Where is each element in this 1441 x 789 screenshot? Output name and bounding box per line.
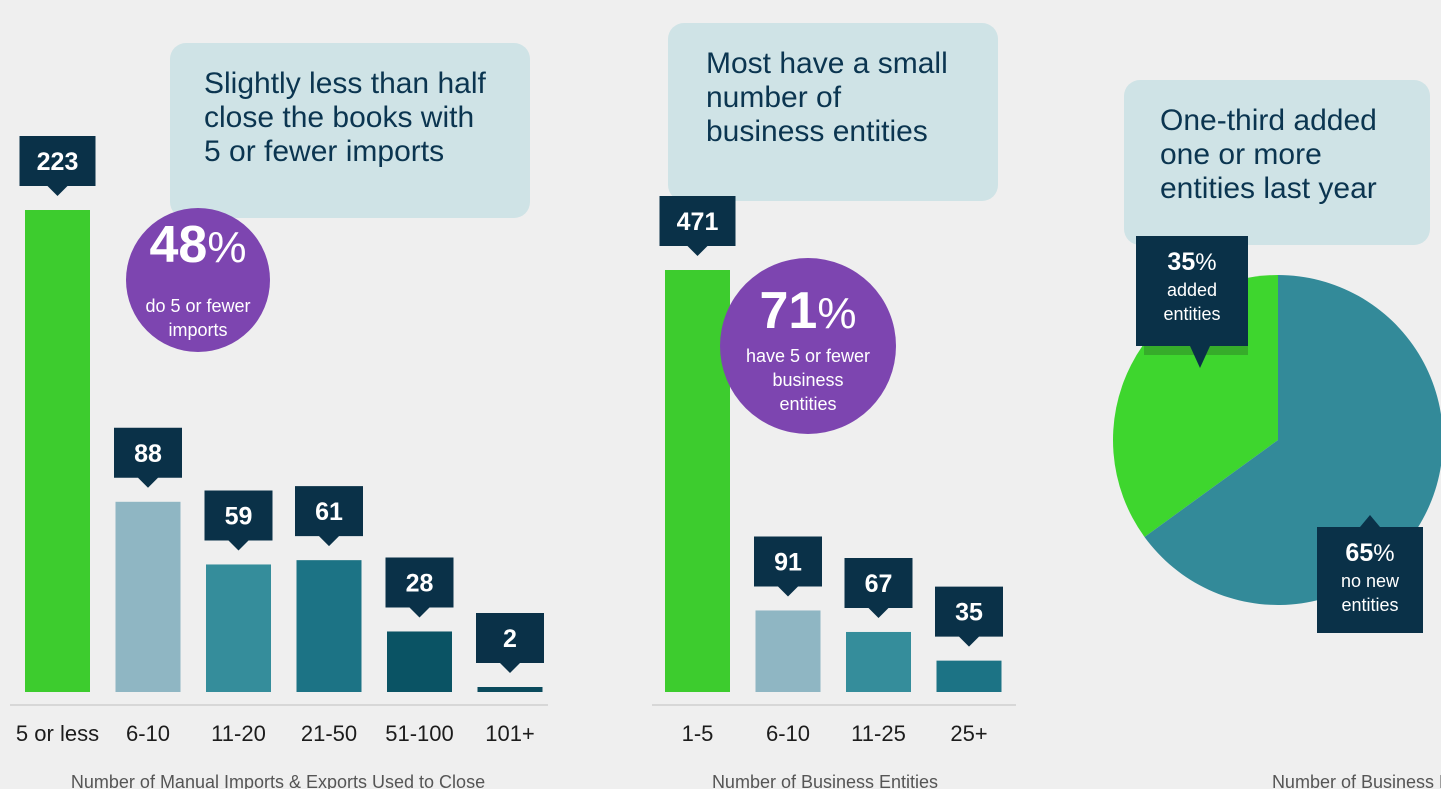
chart2-value-3-label: 35 — [955, 599, 983, 627]
chart2-value-0-tag — [659, 196, 736, 256]
chart1-value-2-label: 59 — [225, 502, 253, 530]
chart3-pct-number-0: 35 — [1167, 248, 1195, 276]
chart1-highlight-line-1: imports — [168, 320, 227, 340]
chart2-highlight-line-1: business — [772, 370, 843, 390]
chart2-highlight-line-0: have 5 or fewer — [746, 346, 870, 366]
chart3-pct-sign-1: % — [1373, 540, 1394, 567]
chart3-tag-0 — [1136, 236, 1248, 368]
chart1-value-4-tag — [385, 557, 454, 618]
chart2-highlight-percent: 71% — [760, 282, 857, 340]
chart1-bar-3 — [296, 560, 362, 692]
chart3-tag-1-line-1: entities — [1341, 595, 1398, 615]
chart1-highlight-percent-number: 48 — [150, 216, 208, 274]
chart2-value-1-label: 91 — [774, 548, 802, 576]
chart1-bar-0 — [25, 210, 90, 692]
chart2-value-2-tag — [844, 557, 913, 618]
chart3-callout-box — [1124, 80, 1430, 245]
chart2-bar-3 — [936, 660, 1002, 692]
chart2-value-3-tag — [935, 586, 1003, 647]
chart1-bar-4 — [387, 631, 452, 692]
chart2-callout-line-2: business entities — [706, 115, 928, 148]
chart1-value-3-label: 61 — [315, 498, 343, 526]
chart3-callout-line-2: entities last year — [1160, 172, 1377, 205]
chart1-highlight-line-0: do 5 or fewer — [145, 296, 250, 316]
chart3-tag-1 — [1317, 515, 1423, 633]
chart2-bar-1 — [755, 610, 821, 692]
chart2-category-1: 6-10 — [766, 721, 810, 746]
chart1-xlabel: Number of Manual Imports & Exports Used … — [71, 772, 485, 789]
chart2-callout-box — [668, 23, 998, 201]
chart1-value-1-label: 88 — [134, 440, 162, 468]
chart2-callout-line-1: number of — [706, 81, 842, 114]
chart3-pct-sign-0: % — [1195, 249, 1216, 276]
chart3-pct-0: 35% — [1167, 248, 1216, 276]
chart1-category-4: 51-100 — [385, 721, 454, 746]
chart1-category-2: 11-20 — [211, 721, 266, 746]
chart2-highlight-percent-number: 71 — [760, 282, 818, 340]
chart2-category-2: 11-25 — [851, 721, 906, 746]
chart1-bar-2 — [206, 564, 271, 692]
chart1-category-3: 21-50 — [301, 721, 357, 746]
chart2-category-0: 1-5 — [682, 721, 714, 746]
chart2-bar-2 — [846, 631, 911, 692]
chart1-bar-5 — [477, 687, 543, 692]
chart2-callout-line-0: Most have a small — [706, 47, 948, 80]
chart1-value-4-label: 28 — [406, 569, 434, 597]
chart1-value-0-label: 223 — [37, 148, 79, 176]
chart2-highlight-line-2: entities — [779, 394, 836, 414]
chart2-category-3: 25+ — [950, 721, 987, 746]
chart2-xlabel: Number of Business Entities — [712, 772, 938, 789]
chart1-highlight-percent-sign: % — [207, 223, 246, 272]
chart1-highlight-percent: 48% — [150, 216, 247, 274]
chart3-tag-1-line-0: no new — [1341, 571, 1400, 591]
chart1-callout-line-1: close the books with — [204, 101, 474, 134]
chart2-bar-0 — [665, 270, 730, 692]
chart1-category-5: 101+ — [485, 721, 535, 746]
chart1-callout-box — [170, 43, 530, 218]
chart2-value-2-label: 67 — [865, 570, 893, 598]
chart1-value-0-tag — [19, 136, 96, 196]
chart3-callout-line-0: One-third added — [1160, 104, 1377, 137]
chart2-value-1-tag — [754, 536, 822, 597]
chart3-callout-line-1: one or more — [1160, 138, 1322, 171]
chart3-pct-number-1: 65 — [1345, 539, 1373, 567]
chart3-tag-0-line-0: added — [1167, 280, 1217, 300]
chart2-value-0-label: 471 — [677, 208, 719, 236]
chart1-value-5-label: 2 — [503, 625, 517, 653]
chart2-highlight-circle — [720, 258, 896, 434]
chart3-xlabel: Number of Business Entities — [1272, 772, 1441, 789]
chart1-bar-1 — [115, 501, 181, 692]
chart2-highlight-percent-sign: % — [817, 289, 856, 338]
chart1-value-1-tag — [114, 427, 182, 488]
chart3-pct-1: 65% — [1345, 539, 1394, 567]
chart1-value-3-tag — [295, 486, 363, 547]
chart1-category-0: 5 or less — [16, 721, 99, 746]
chart1-value-2-tag — [204, 490, 273, 551]
chart1-value-5-tag — [476, 613, 544, 673]
chart1-callout-line-0: Slightly less than half — [204, 67, 486, 100]
chart1-highlight-circle — [126, 208, 270, 352]
chart3-tag-0-line-1: entities — [1163, 304, 1220, 324]
chart1-callout-line-2: 5 or fewer imports — [204, 135, 444, 168]
chart1-category-1: 6-10 — [126, 721, 170, 746]
